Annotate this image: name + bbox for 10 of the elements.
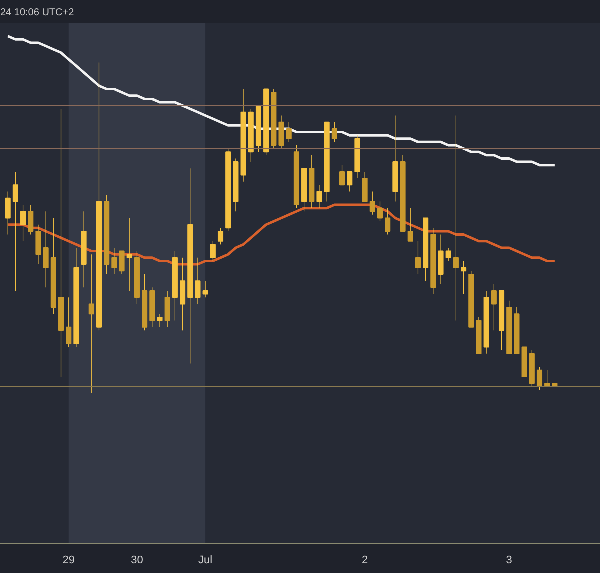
candlestick xyxy=(316,185,322,208)
text: 24 10:06 UTC+2 xyxy=(0,8,75,18)
x-tick-label: 29 xyxy=(62,554,75,566)
x-tick-label: 30 xyxy=(131,554,144,566)
x-tick-label: Jul xyxy=(198,554,213,566)
x-tick-label: 2 xyxy=(362,554,368,566)
candlestick xyxy=(157,314,163,328)
x-tick-label: 3 xyxy=(506,554,512,566)
candlestick xyxy=(81,212,87,288)
candlestick xyxy=(195,258,201,304)
